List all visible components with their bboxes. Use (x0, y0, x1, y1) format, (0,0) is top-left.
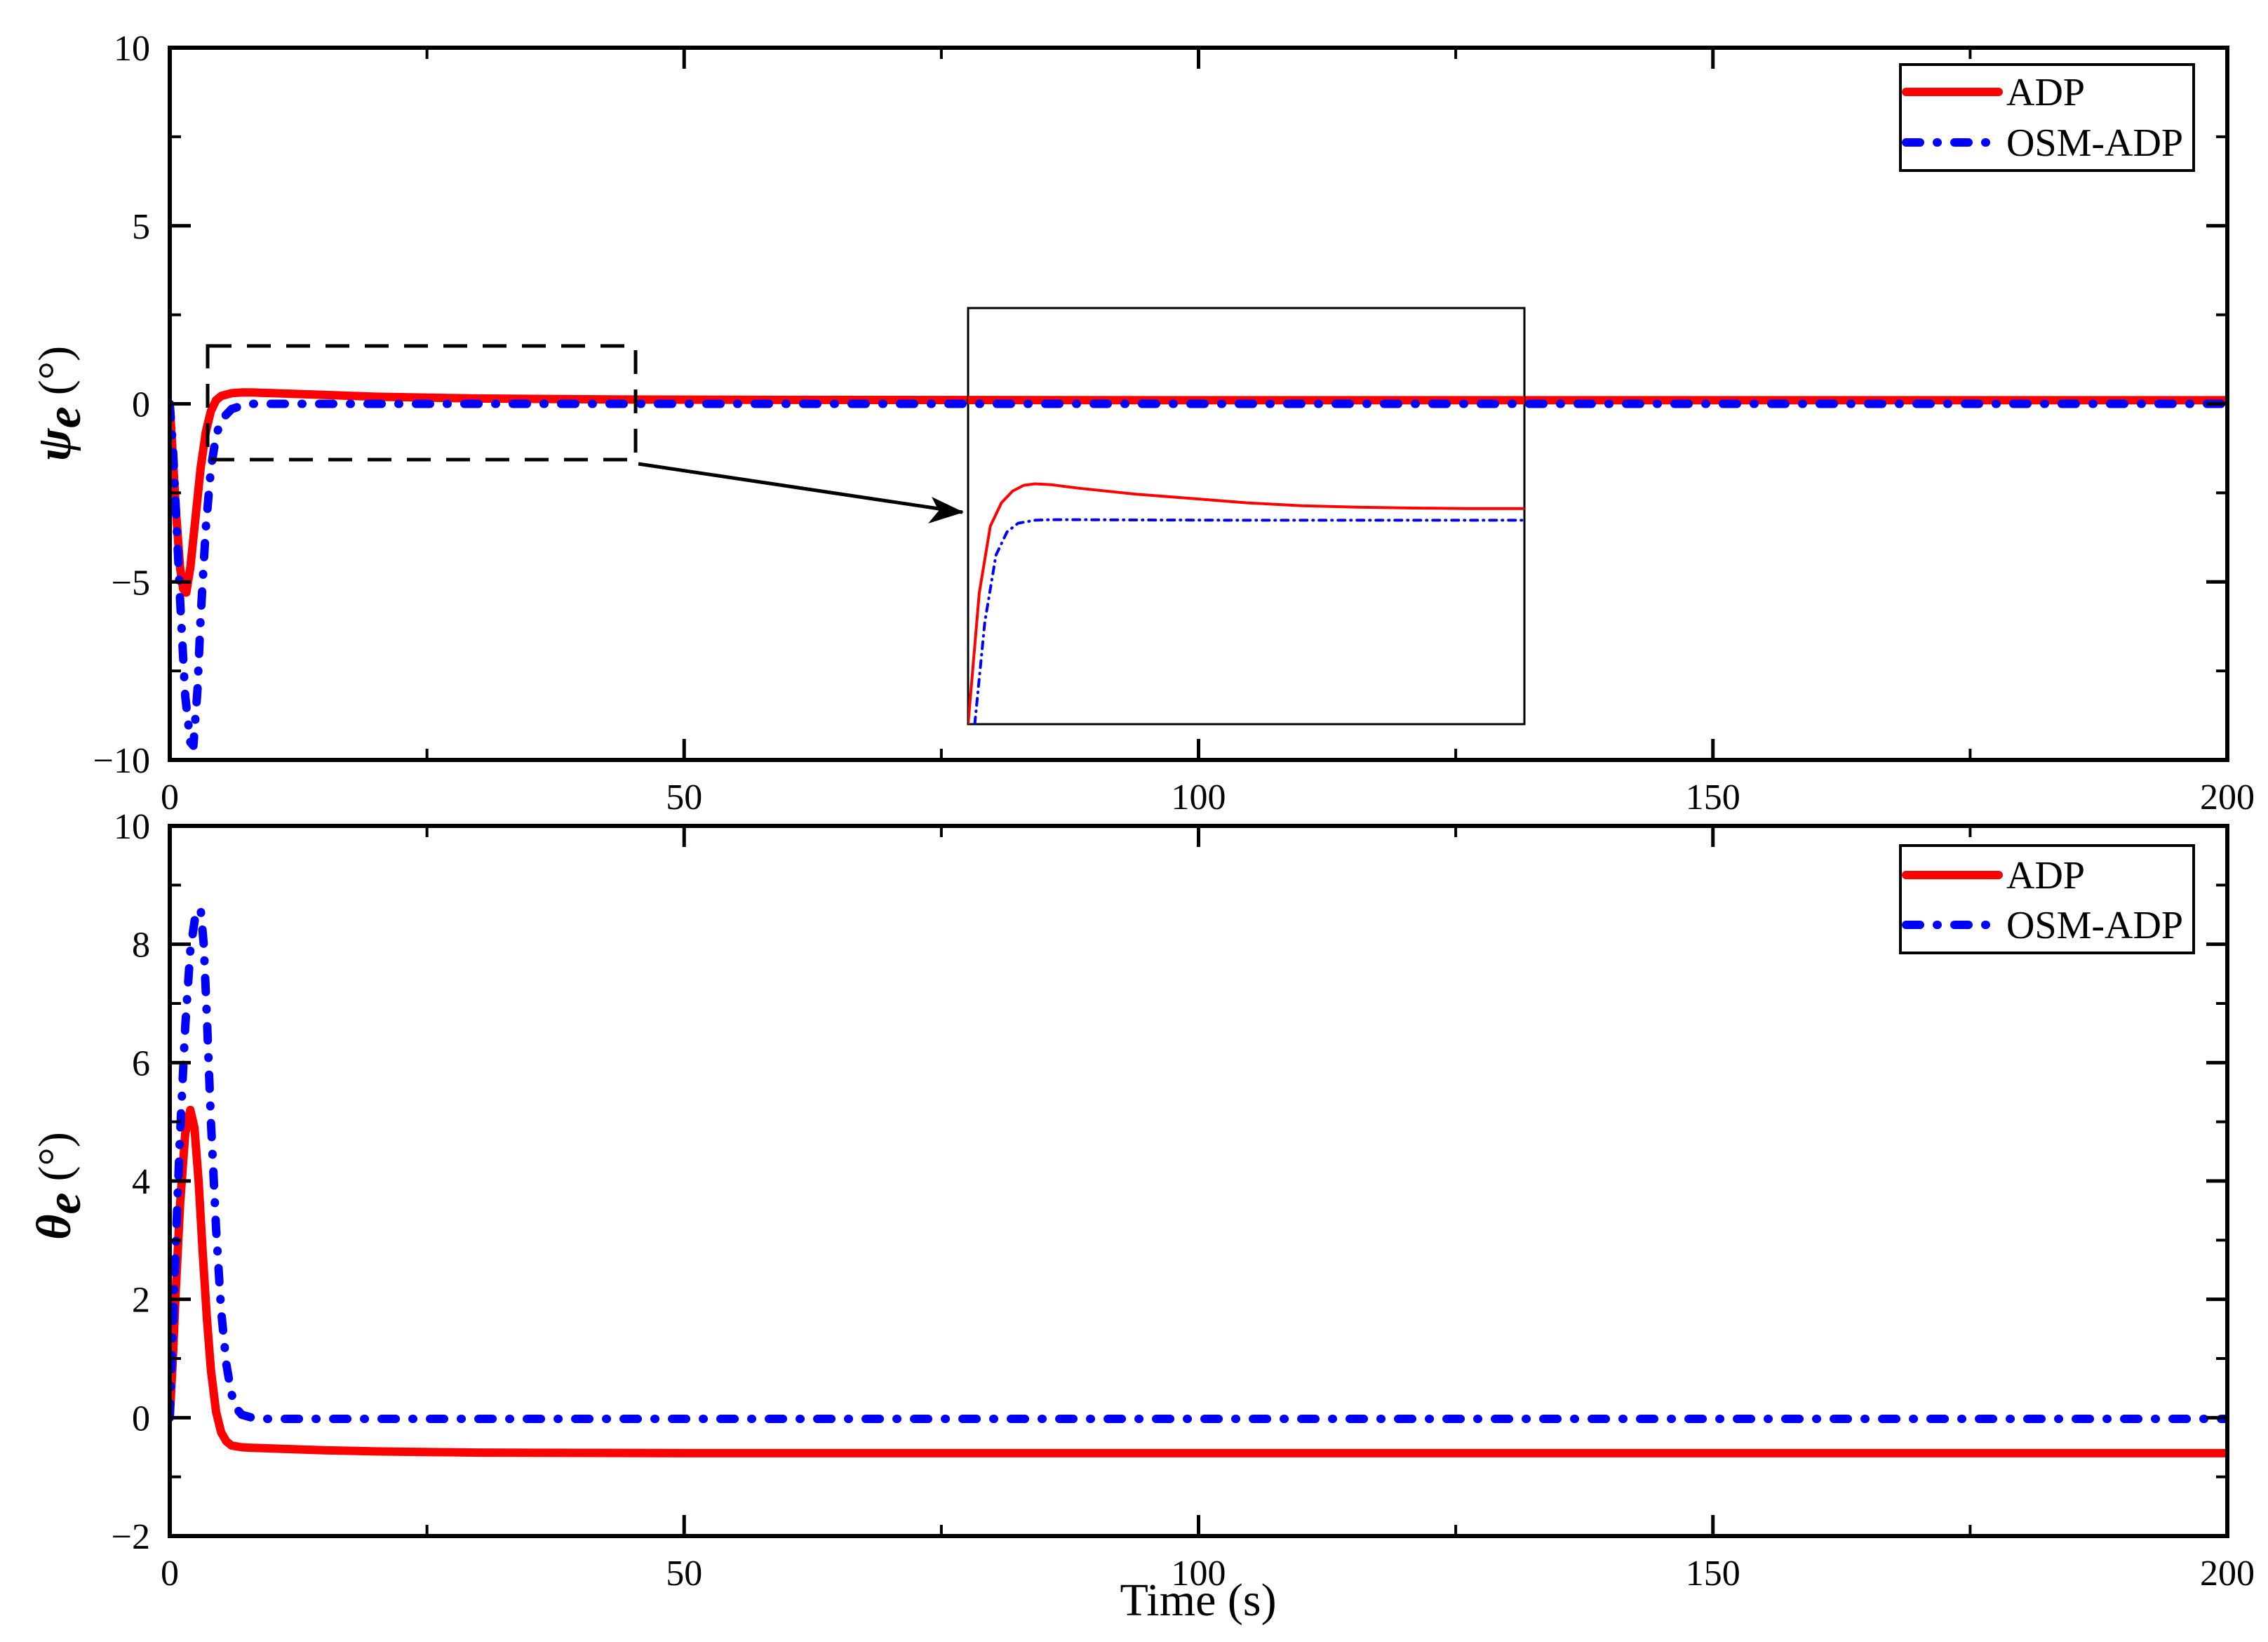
psi-ytick-label: −5 (112, 563, 150, 603)
psi-series-group (170, 388, 2227, 750)
zoom-region-box (206, 344, 638, 462)
psi-series-adp (170, 388, 2227, 597)
arrowhead-icon (928, 497, 964, 523)
inset-series-osm-adp (973, 518, 1524, 724)
legend-osm-adp-label: OSM-ADP (2006, 904, 2183, 947)
theta-legend: ADP OSM-ADP (1899, 844, 2195, 954)
zoom-arrow (638, 462, 963, 514)
psi-y-axis-label: ψe(°) (27, 346, 91, 461)
psi-xtick-label: 200 (2200, 777, 2255, 817)
legend-osm-adp-label: OSM-ADP (2006, 121, 2183, 165)
psi-xtick-label: 0 (161, 777, 179, 817)
theta-xtick-label: 0 (161, 1554, 179, 1594)
psi-ytick-label: 0 (132, 385, 150, 425)
svg-text:θe(°): θe(°) (27, 1132, 91, 1240)
theta-ytick-label: 8 (132, 926, 150, 966)
theta-xtick-label: 100 (1172, 1554, 1226, 1594)
svg-text:ψe(°): ψe(°) (27, 346, 91, 461)
x-axis-title: Time (s) (1120, 1575, 1276, 1626)
theta-series-osm-adp (170, 905, 2227, 1423)
theta-ytick-label: 0 (132, 1399, 150, 1439)
theta-xtick-label: 50 (666, 1554, 702, 1594)
psi-series-osm-adp (170, 399, 2227, 750)
theta-xtick-label: 200 (2200, 1554, 2255, 1594)
psi-ytick-label: 5 (132, 207, 150, 247)
theta-xtick-label: 150 (1686, 1554, 1740, 1594)
legend-adp-label: ADP (2006, 854, 2085, 897)
inset-series-adp (968, 482, 1524, 724)
legend-adp-label: ADP (2006, 71, 2085, 114)
theta-ytick-label: 10 (114, 807, 150, 847)
psi-error-plot: 0 50 100 150 200 −10 −5 0 5 10 ADP OSM-ADP ψe(°) (27, 29, 2255, 817)
theta-ytick-label: 6 (132, 1043, 150, 1083)
theta-series-group (170, 905, 2227, 1457)
psi-xtick-label: 150 (1686, 777, 1740, 817)
psi-xtick-label: 50 (666, 777, 702, 817)
theta-ytick-label: 4 (132, 1162, 150, 1202)
theta-axis-ticks: 0 50 100 150 200 −2 0 2 4 6 8 10 (112, 807, 2255, 1594)
theta-ytick-label: −2 (112, 1517, 150, 1557)
theta-series-adp (170, 1105, 2227, 1457)
psi-ytick-label: 10 (114, 29, 150, 69)
inset-zoom-panel (967, 307, 1526, 726)
theta-y-axis-label: θe(°) (27, 1132, 91, 1240)
psi-legend: ADP OSM-ADP (1899, 63, 2195, 172)
psi-xtick-label: 100 (1172, 777, 1226, 817)
theta-ytick-label: 2 (132, 1281, 150, 1321)
psi-ytick-label: −10 (93, 741, 150, 781)
psi-axis-ticks: 0 50 100 150 200 −10 −5 0 5 10 (93, 29, 2255, 817)
